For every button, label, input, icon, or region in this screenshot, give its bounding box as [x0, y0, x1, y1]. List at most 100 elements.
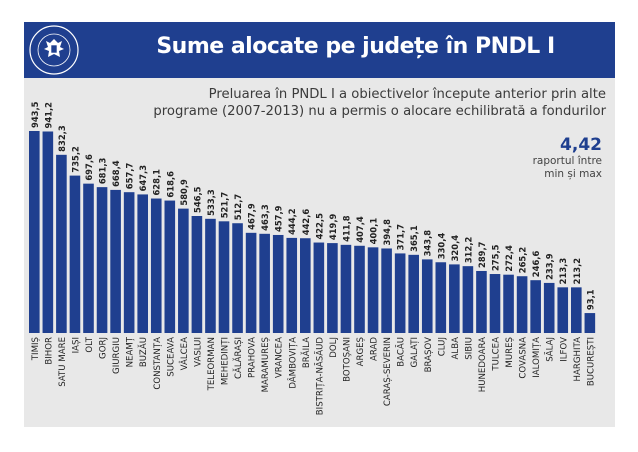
bar-23 [340, 244, 352, 333]
value-label-16: 467,9 [247, 203, 257, 230]
value-label-24: 407,4 [355, 216, 365, 243]
category-label-14: MEHEDINȚI [221, 337, 231, 385]
category-label-16: PRAHOVA [248, 337, 258, 378]
bar-chart: 943,5 TIMIȘ 941,2 BIHOR 832,3 SATU MARE 735,2 I… [29, 101, 596, 416]
page-title: Sume alocate pe județe în PNDL I [156, 34, 555, 59]
bar-36 [516, 276, 528, 333]
value-label-11: 580,9 [179, 179, 189, 206]
category-label-0: TIMIȘ [31, 337, 41, 361]
value-label-2: 832,3 [57, 125, 67, 152]
value-label-15: 512,7 [233, 194, 243, 221]
value-label-31: 320,4 [450, 235, 460, 262]
value-label-39: 213,3 [558, 258, 568, 285]
bar-4 [83, 183, 94, 333]
category-label-21: BISTRIȚA-NĂSĂUD [313, 337, 325, 416]
value-label-22: 419,9 [328, 213, 338, 240]
value-label-5: 681,3 [98, 157, 108, 184]
bar-40 [571, 287, 582, 333]
category-label-30: CLUJ [437, 337, 447, 356]
bar-9 [150, 198, 162, 333]
value-label-0: 943,5 [30, 101, 40, 128]
category-label-1: BIHOR [44, 337, 54, 365]
category-label-39: ILFOV [559, 337, 569, 362]
bar-29 [421, 259, 433, 333]
bar-11 [178, 208, 189, 333]
value-label-4: 697,6 [84, 154, 94, 181]
category-label-17: MARAMUREȘ [261, 337, 271, 392]
category-label-28: GALAȚI [410, 337, 420, 368]
bar-26 [381, 248, 392, 333]
bar-12 [191, 216, 203, 333]
bar-39 [557, 287, 569, 333]
bar-35 [503, 274, 514, 333]
bar-28 [408, 254, 419, 333]
bar-37 [530, 280, 541, 333]
ratio-label: raportul între min și max [522, 155, 602, 181]
category-label-26: CARAȘ-SEVERIN [383, 337, 393, 406]
value-label-36: 265,2 [518, 247, 528, 274]
value-label-12: 546,5 [192, 186, 202, 213]
bar-17 [259, 233, 270, 333]
category-label-3: IAȘI [71, 337, 81, 353]
category-label-19: DÂMBOVIȚA [286, 337, 298, 389]
category-label-34: TULCEA [492, 337, 502, 372]
bar-10 [164, 200, 176, 333]
bar-7 [123, 192, 135, 333]
bar-21 [313, 242, 325, 333]
value-label-21: 422,5 [314, 213, 324, 240]
category-label-27: BACĂU [395, 337, 407, 367]
bar-30 [435, 262, 447, 333]
category-label-22: DOLJ [329, 337, 339, 358]
category-label-36: COVASNA [519, 337, 529, 379]
bar-32 [462, 266, 474, 333]
header-bar: Sume alocate pe județe în PNDL I [24, 22, 615, 78]
bar-5 [96, 187, 108, 333]
category-label-37: IALOMIȚA [532, 337, 542, 378]
category-label-31: ALBA [451, 337, 461, 360]
category-label-23: BOTOȘANI [342, 337, 352, 382]
bar-27 [394, 253, 406, 333]
value-label-41: 93,1 [585, 289, 595, 310]
category-label-20: BRĂILA [300, 337, 312, 368]
category-label-41: BUCUREȘTI [586, 337, 596, 386]
ratio-label-line-2: min și max [544, 168, 602, 180]
bar-14 [218, 221, 230, 333]
bar-19 [286, 237, 298, 333]
government-logo-icon [29, 25, 79, 75]
category-label-8: BUZĂU [137, 337, 149, 367]
ratio-value: 4,42 [560, 135, 602, 155]
category-label-5: GORJ [99, 337, 109, 359]
value-label-34: 275,5 [491, 244, 501, 271]
value-label-30: 330,4 [436, 233, 446, 260]
bar-33 [476, 270, 487, 333]
category-label-10: SUCEAVA [166, 337, 176, 377]
value-label-23: 411,8 [341, 215, 351, 242]
category-label-7: NEAMȚ [126, 336, 136, 367]
category-label-6: GIURGIU [112, 337, 122, 374]
value-label-18: 457,9 [274, 205, 284, 232]
category-label-25: ARAD [370, 337, 380, 361]
bar-1 [42, 131, 54, 333]
category-label-12: VASLUI [193, 337, 203, 367]
value-label-28: 365,1 [409, 225, 419, 252]
category-label-2: SATU MARE [58, 337, 68, 387]
category-label-33: HUNEDOARA [478, 337, 488, 392]
value-label-26: 394,8 [382, 219, 392, 246]
value-label-10: 618,6 [165, 171, 175, 198]
category-label-29: BRAȘOV [424, 337, 434, 372]
subtitle-line-1: Preluarea în PNDL I a obiectivelor încep… [208, 87, 606, 102]
value-label-33: 289,7 [477, 241, 487, 268]
category-label-18: VRANCEA [275, 337, 285, 378]
value-label-14: 521,7 [220, 192, 230, 219]
ratio-label-line-1: raportul între [532, 155, 602, 167]
bar-25 [367, 247, 379, 333]
bar-18 [272, 234, 284, 333]
category-label-35: MUREȘ [505, 337, 515, 368]
value-label-38: 233,9 [545, 253, 555, 280]
slide: Sume alocate pe județe în PNDL I Preluar… [24, 22, 615, 427]
category-label-11: VÂLCEA [178, 337, 190, 370]
bar-15 [232, 223, 243, 333]
bar-2 [56, 154, 67, 333]
category-label-4: OLT [85, 336, 95, 352]
category-label-40: HARGHITA [573, 337, 583, 382]
